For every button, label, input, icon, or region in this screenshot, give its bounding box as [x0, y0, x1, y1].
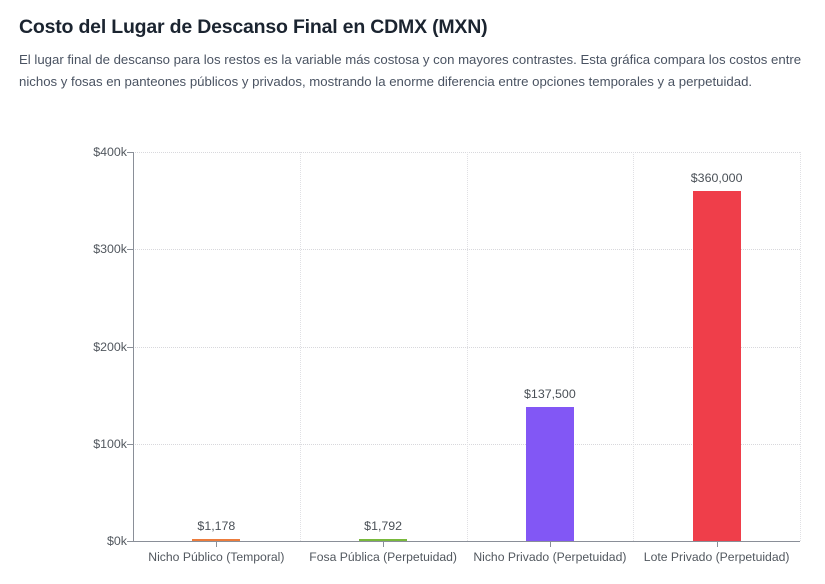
y-axis-tick-mark — [127, 346, 133, 348]
bar-value-label: $1,178 — [197, 519, 236, 533]
y-axis-tick-label: $0k — [107, 534, 127, 548]
chart-container: $0k $100k $200k $300k $400k $1,178 $1,792 $137… — [0, 144, 825, 584]
bar-2[interactable] — [359, 539, 408, 541]
x-axis-line — [133, 541, 800, 542]
bar-value-label: $360,000 — [690, 170, 743, 185]
x-axis-tick-mark — [216, 541, 218, 547]
x-axis-tick-label: Lote Privado (Perpetuidad) — [643, 550, 790, 564]
bar-1[interactable] — [192, 539, 241, 541]
y-axis-tick-mark — [127, 249, 133, 251]
x-axis-tick-mark — [549, 541, 551, 547]
y-axis-tick-mark — [127, 541, 133, 542]
bar-value-label: $1,792 — [364, 519, 403, 533]
x-axis-tick-label: Nicho Público (Temporal) — [148, 550, 285, 564]
gridline-vertical — [633, 152, 635, 541]
y-axis-tick-label: $400k — [93, 145, 127, 159]
gridline-vertical — [800, 152, 801, 541]
y-axis-tick-label: $200k — [93, 339, 127, 354]
bar-4[interactable] — [692, 190, 741, 541]
y-axis-tick-mark — [127, 443, 133, 445]
y-axis-tick-label: $300k — [93, 242, 127, 257]
page-title: Costo del Lugar de Descanso Final en CDM… — [19, 16, 488, 38]
chart-description: El lugar final de descanso para los rest… — [19, 52, 802, 89]
y-axis-tick-label: $100k — [93, 436, 127, 451]
y-axis-line — [133, 152, 134, 541]
x-axis-tick-mark — [716, 541, 718, 547]
gridline-vertical — [299, 152, 301, 541]
x-axis-tick-label: Nicho Privado (Perpetuidad) — [473, 550, 627, 564]
bar-value-label: $137,500 — [524, 387, 576, 402]
bar-3[interactable] — [525, 407, 574, 541]
x-axis-tick-label: Fosa Pública (Perpetuidad) — [309, 550, 457, 564]
y-axis-tick-mark — [127, 152, 133, 153]
chart-header: Costo del Lugar de Descanso Final en CDM… — [19, 14, 809, 92]
y-axis-labels: $0k $100k $200k $300k $400k — [0, 144, 133, 584]
x-axis-tick-mark — [383, 541, 385, 547]
gridline-vertical — [466, 152, 468, 541]
plot-area: $1,178 $1,792 $137,500 $360,000 — [133, 152, 801, 542]
